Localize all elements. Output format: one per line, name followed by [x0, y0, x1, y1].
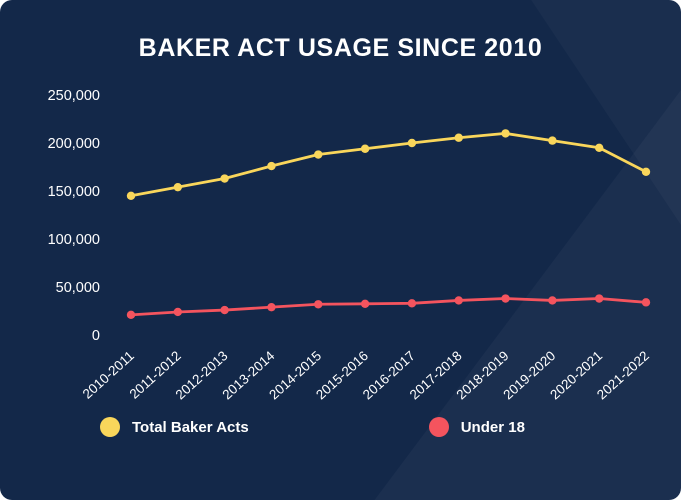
- legend-item-total-baker-acts: Total Baker Acts: [100, 417, 249, 437]
- data-point: [126, 191, 136, 200]
- data-point: [454, 133, 463, 142]
- line-chart: 050,000100,000150,000200,000250,0002010-…: [48, 88, 652, 402]
- legend-label-under18: Under 18: [460, 418, 525, 436]
- legend-swatch-total-icon: [100, 417, 120, 437]
- data-point: [641, 298, 651, 307]
- data-point: [501, 294, 510, 303]
- chart-legend: Total Baker Acts Under 18: [0, 417, 681, 437]
- data-point: [360, 299, 370, 308]
- data-point: [548, 296, 557, 305]
- data-point: [641, 167, 651, 176]
- y-axis-tick-label: 250,000: [48, 88, 100, 104]
- data-point: [548, 136, 557, 145]
- chart-line-total-baker-acts: [129, 132, 648, 198]
- y-axis-tick-label: 150,000: [48, 184, 100, 200]
- data-point: [173, 307, 183, 317]
- y-axis-tick-label: 200,000: [48, 136, 100, 152]
- data-point: [314, 150, 323, 159]
- data-point: [173, 182, 183, 192]
- data-point: [407, 299, 417, 308]
- data-point: [220, 305, 229, 315]
- y-axis-tick-label: 0: [92, 328, 100, 344]
- legend-label-total: Total Baker Acts: [132, 418, 249, 436]
- data-point: [594, 294, 604, 303]
- data-point: [360, 144, 370, 153]
- data-point: [407, 138, 417, 148]
- x-axis-tick-label: 2021-2022: [594, 348, 652, 402]
- legend-swatch-under18-icon: [428, 417, 449, 437]
- data-point: [454, 296, 463, 305]
- data-point: [594, 143, 604, 152]
- data-point: [126, 310, 136, 320]
- legend-item-under-18: Under 18: [428, 417, 525, 437]
- data-point: [501, 129, 510, 138]
- y-axis-tick-label: 100,000: [48, 232, 100, 248]
- chart-line-under-18: [129, 297, 648, 317]
- data-point: [314, 300, 323, 309]
- data-point: [267, 302, 276, 312]
- chart-title: BAKER ACT USAGE SINCE 2010: [138, 34, 543, 62]
- data-point: [220, 174, 229, 183]
- data-point: [267, 161, 276, 171]
- y-axis-tick-label: 50,000: [56, 280, 100, 296]
